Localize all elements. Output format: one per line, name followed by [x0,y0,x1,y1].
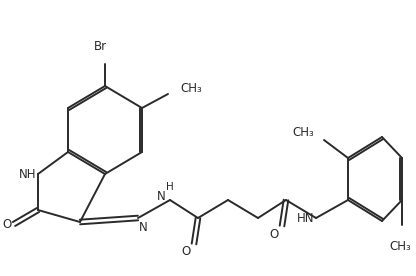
Text: CH₃: CH₃ [180,81,202,94]
Text: N: N [157,190,166,203]
Text: CH₃: CH₃ [389,240,411,253]
Text: O: O [182,245,191,258]
Text: Br: Br [94,39,106,52]
Text: NH: NH [18,168,36,181]
Text: O: O [3,217,12,230]
Text: N: N [139,221,148,234]
Text: H: H [166,182,174,192]
Text: O: O [270,228,279,241]
Text: CH₃: CH₃ [292,126,314,139]
Text: HN: HN [297,211,314,224]
